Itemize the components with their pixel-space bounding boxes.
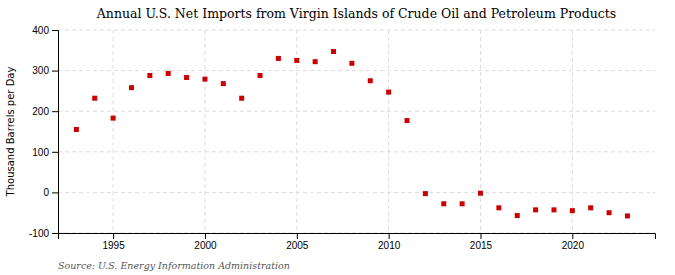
tick-mark xyxy=(52,30,58,31)
point xyxy=(258,73,263,78)
point xyxy=(147,73,152,78)
tick-label: 100 xyxy=(32,147,49,158)
point xyxy=(276,56,281,61)
grid-line xyxy=(58,111,655,112)
title: Annual U.S. Net Imports from Virgin Isla… xyxy=(96,6,616,21)
point xyxy=(349,61,354,66)
tick: 2010 xyxy=(378,233,401,251)
tick: -100 xyxy=(29,228,58,239)
tick-label: 200 xyxy=(32,106,49,117)
point xyxy=(239,96,244,101)
tick: 2015 xyxy=(470,233,493,251)
grid-line xyxy=(204,30,205,233)
tick: 2020 xyxy=(562,233,585,251)
point xyxy=(221,81,226,86)
tick-label: 0 xyxy=(43,187,49,198)
point xyxy=(294,58,299,63)
grid-line xyxy=(572,30,573,233)
point xyxy=(478,191,483,196)
point xyxy=(92,96,97,101)
point xyxy=(74,127,79,132)
axis-line xyxy=(52,31,59,234)
grid-line xyxy=(58,192,655,193)
chart: 1995 2000 2005 2010 2015 2020 -100 0 100 200 300 40… xyxy=(0,0,675,275)
point xyxy=(460,201,465,206)
point xyxy=(607,210,612,215)
point xyxy=(515,213,520,218)
grid-line xyxy=(113,30,114,233)
point xyxy=(166,71,171,76)
tick-mark xyxy=(572,233,573,239)
point xyxy=(331,49,336,54)
y-axis: -100 0 100 200 300 400 xyxy=(29,25,59,239)
axis-line xyxy=(59,234,656,240)
tick-mark xyxy=(480,233,481,239)
tick: 100 xyxy=(32,147,58,158)
annotation: Source: U.S. Energy Information Administ… xyxy=(58,260,290,271)
tick: 2000 xyxy=(194,233,217,251)
grid-line xyxy=(480,30,481,233)
point xyxy=(184,75,189,80)
tick-mark xyxy=(52,152,58,153)
tick-mark xyxy=(52,71,58,72)
point xyxy=(441,201,446,206)
tick: 400 xyxy=(32,25,58,36)
point xyxy=(496,205,501,210)
point xyxy=(570,208,575,213)
grid xyxy=(58,30,655,233)
tick: 1995 xyxy=(102,233,125,251)
point xyxy=(386,90,391,95)
tick-mark xyxy=(205,233,206,239)
point xyxy=(202,77,207,82)
plot: 1995 2000 2005 2010 2015 2020 -100 0 100 200 300 40… xyxy=(29,25,656,251)
tick-label: 2000 xyxy=(194,240,217,251)
tick-label: 1995 xyxy=(102,240,125,251)
point xyxy=(588,205,593,210)
tick-label: -100 xyxy=(29,228,49,239)
tick-label: 2020 xyxy=(562,240,585,251)
tick: 300 xyxy=(32,65,58,76)
grid-line xyxy=(58,151,655,152)
point xyxy=(625,213,630,218)
grid-line xyxy=(58,30,655,31)
tick-label: 300 xyxy=(32,65,49,76)
tick-label: 400 xyxy=(32,25,49,36)
tick-mark xyxy=(389,233,390,239)
y-axis-title: Thousand Barrels per Day xyxy=(5,67,16,198)
tick: 2005 xyxy=(286,233,309,251)
tick: 0 xyxy=(43,187,58,198)
points xyxy=(74,49,630,218)
tick-label: 2010 xyxy=(378,240,401,251)
x-axis: 1995 2000 2005 2010 2015 2020 xyxy=(59,233,656,251)
tick: 200 xyxy=(32,106,58,117)
point xyxy=(423,191,428,196)
tick-label: 2005 xyxy=(286,240,309,251)
tick-mark xyxy=(297,233,298,239)
tick-mark xyxy=(52,111,58,112)
point xyxy=(111,116,116,121)
tick-label: 2015 xyxy=(470,240,493,251)
point xyxy=(129,85,134,90)
grid-line xyxy=(388,30,389,233)
point xyxy=(405,118,410,123)
grid-line xyxy=(58,70,655,71)
point xyxy=(533,207,538,212)
point xyxy=(551,207,556,212)
tick-mark xyxy=(113,233,114,239)
tick-mark xyxy=(52,233,58,234)
point xyxy=(368,78,373,83)
point xyxy=(313,59,318,64)
tick-mark xyxy=(52,192,58,193)
